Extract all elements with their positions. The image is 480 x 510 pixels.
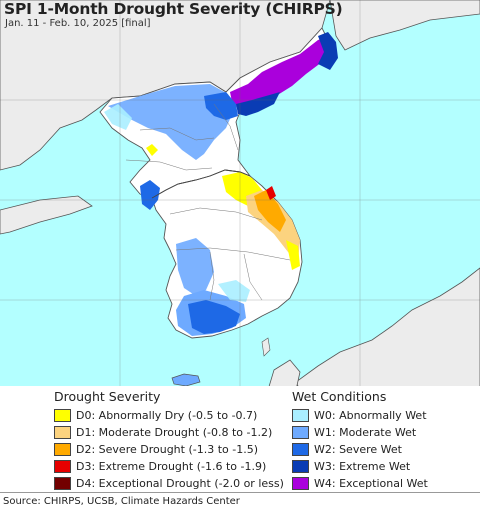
legend-label-d1: D1: Moderate Drought (-0.8 to -1.2) <box>76 426 273 439</box>
legend-item-w3: W3: Extreme Wet <box>292 458 428 475</box>
legend-label-d4: D4: Exceptional Drought (-2.0 or less) <box>76 477 284 490</box>
drought-map: SPI 1-Month Drought Severity (CHIRPS) Ja… <box>0 0 480 390</box>
wet-w1-northwest <box>108 84 234 160</box>
wet-w2-west-coast <box>140 180 160 210</box>
source-footer: Source: CHIRPS, UCSB, Climate Hazards Ce… <box>0 492 480 510</box>
legend-label-d3: D3: Extreme Drought (-1.6 to -1.9) <box>76 460 267 473</box>
legend-item-d1: D1: Moderate Drought (-0.8 to -1.2) <box>54 424 284 441</box>
swatch-d0 <box>54 409 71 422</box>
japan-honshu <box>295 267 480 390</box>
legend-label-w1: W1: Moderate Wet <box>314 426 417 439</box>
wet-w3-east-coast <box>236 92 280 116</box>
map-subtitle: Jan. 11 - Feb. 10, 2025 [final] <box>5 18 151 29</box>
legend: Drought Severity D0: Abnormally Dry (-0.… <box>0 386 480 491</box>
drought-d0-east-coast <box>286 240 300 270</box>
wet-w2-north-band <box>204 92 238 120</box>
swatch-w3 <box>292 460 309 473</box>
legend-item-d4: D4: Exceptional Drought (-2.0 or less) <box>54 475 284 492</box>
legend-label-w0: W0: Abnormally Wet <box>314 409 427 422</box>
swatch-w2 <box>292 443 309 456</box>
legend-label-d2: D2: Severe Drought (-1.3 to -1.5) <box>76 443 259 456</box>
legend-label-d0: D0: Abnormally Dry (-0.5 to -0.7) <box>76 409 258 422</box>
drought-d0-pyongyang <box>146 144 158 156</box>
wet-legend-heading: Wet Conditions <box>292 389 387 404</box>
title-block: SPI 1-Month Drought Severity (CHIRPS) Ja… <box>4 0 343 30</box>
swatch-d4 <box>54 477 71 490</box>
swatch-w4 <box>292 477 309 490</box>
map-title: SPI 1-Month Drought Severity (CHIRPS) <box>4 0 343 18</box>
legend-label-w3: W3: Extreme Wet <box>314 460 411 473</box>
drought-legend-heading: Drought Severity <box>54 389 161 404</box>
legend-item-d0: D0: Abnormally Dry (-0.5 to -0.7) <box>54 407 284 424</box>
swatch-w0 <box>292 409 309 422</box>
shandong-peninsula <box>0 195 93 235</box>
graticule <box>0 0 480 390</box>
legend-item-d3: D3: Extreme Drought (-1.6 to -1.9) <box>54 458 284 475</box>
province-boundaries <box>125 103 291 301</box>
legend-item-w4: W4: Exceptional Wet <box>292 475 428 492</box>
swatch-w1 <box>292 426 309 439</box>
wet-w0-south <box>218 280 250 302</box>
legend-item-w2: W2: Severe Wet <box>292 441 428 458</box>
drought-legend: Drought Severity D0: Abnormally Dry (-0.… <box>54 389 284 492</box>
wet-w2-south-coast <box>188 300 240 334</box>
russia-coast <box>329 0 480 51</box>
legend-item-d2: D2: Severe Drought (-1.3 to -1.5) <box>54 441 284 458</box>
map-canvas <box>0 0 480 390</box>
legend-label-w2: W2: Severe Wet <box>314 443 402 456</box>
drought-d3-east <box>266 186 276 200</box>
legend-item-w1: W1: Moderate Wet <box>292 424 428 441</box>
wet-legend: Wet Conditions W0: Abnormally Wet W1: Mo… <box>292 389 428 492</box>
swatch-d1 <box>54 426 71 439</box>
swatch-d3 <box>54 460 71 473</box>
legend-item-w0: W0: Abnormally Wet <box>292 407 428 424</box>
wet-w4-northeast <box>230 36 334 112</box>
dmz-border <box>151 169 251 199</box>
jeju-island <box>171 373 201 387</box>
wet-w1-southwest <box>176 238 214 296</box>
swatch-d2 <box>54 443 71 456</box>
tsushima-island <box>261 337 271 357</box>
wet-w3-northeast <box>318 32 338 70</box>
wet-w0-north <box>104 104 132 130</box>
drought-d2-east <box>254 190 286 232</box>
legend-label-w4: W4: Exceptional Wet <box>314 477 428 490</box>
